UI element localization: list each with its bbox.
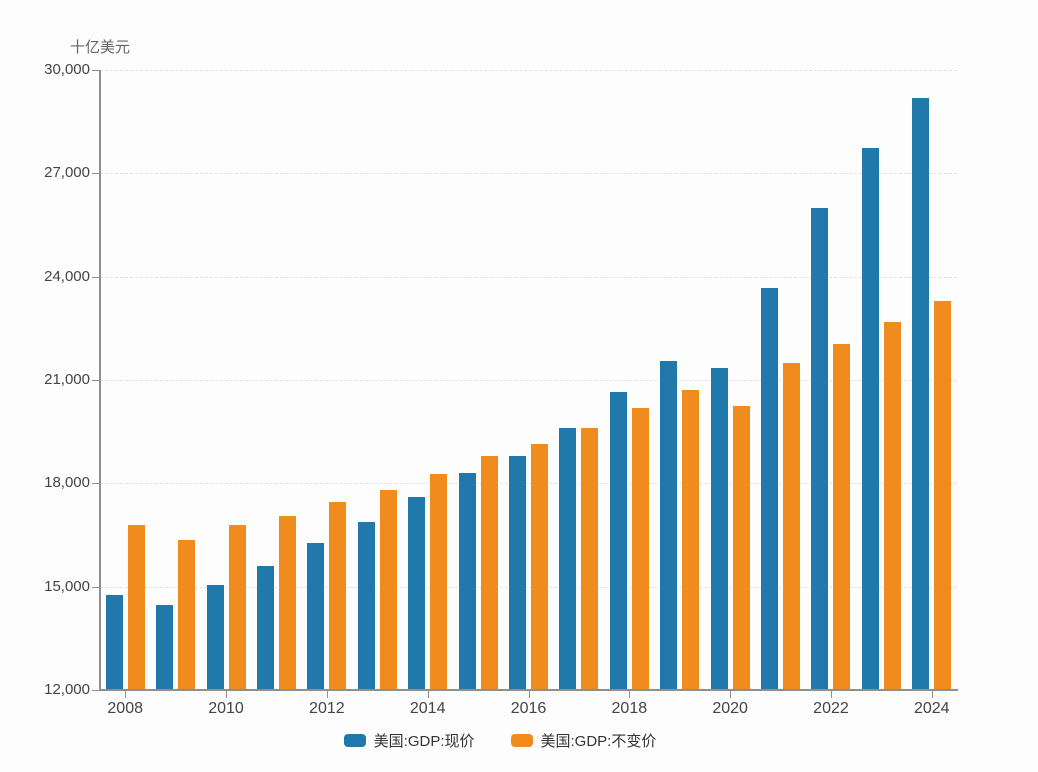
bar-s0-2016 [509, 455, 526, 690]
gridline [100, 380, 957, 381]
y-axis-tick-label: 15,000 [44, 577, 90, 595]
bar-s1-2009 [178, 540, 196, 690]
y-axis-tick [92, 70, 100, 71]
bar-s0-2018 [609, 391, 627, 690]
bar-s0-2019 [660, 361, 678, 690]
y-axis-line [99, 70, 101, 690]
bar-s1-2013 [379, 489, 397, 690]
bar-s1-2017 [581, 427, 599, 690]
y-axis-tick-label: 18,000 [44, 474, 90, 492]
x-axis-tick [326, 691, 328, 698]
bar-s1-2011 [278, 515, 296, 690]
bar-s1-2023 [883, 322, 901, 690]
legend-item-0[interactable]: 美国:GDP:现价 [343, 730, 475, 751]
bar-s0-2008 [105, 594, 123, 690]
bar-s0-2017 [559, 427, 577, 690]
y-axis-tick-label: 12,000 [44, 681, 90, 698]
y-axis-unit-label: 十亿美元 [70, 39, 131, 56]
bar-s1-2020 [732, 406, 750, 690]
legend-item-1[interactable]: 美国:GDP:不变价 [510, 730, 657, 751]
x-axis-tick [629, 691, 631, 698]
bar-s1-2015 [480, 455, 498, 690]
x-axis-tick-label: 2018 [611, 700, 648, 717]
x-axis-tick-label: 2022 [813, 700, 849, 717]
legend-swatch-icon [510, 734, 533, 747]
bar-s1-2024 [934, 300, 952, 690]
bar-s1-2014 [430, 474, 448, 690]
bar-s1-2019 [682, 389, 700, 690]
bar-s1-2016 [531, 443, 548, 690]
gridline [100, 276, 957, 278]
y-axis-tick [92, 380, 100, 381]
legend-swatch-icon [343, 734, 366, 747]
bar-s0-2013 [357, 521, 375, 690]
bar-s0-2020 [710, 367, 728, 690]
x-axis-tick [730, 691, 732, 698]
x-axis-tick-label: 2014 [409, 700, 446, 717]
x-axis-tick-label: 2020 [712, 700, 748, 717]
y-axis-tick-label: 21,000 [44, 371, 90, 388]
legend: 美国:GDP:现价 美国:GDP:不变价 [0, 730, 1000, 751]
bar-s0-2009 [156, 604, 174, 690]
bar-s1-2012 [329, 502, 347, 690]
gridline [100, 586, 957, 588]
x-axis-tick-label: 2024 [913, 700, 950, 717]
bar-s1-2008 [127, 525, 145, 690]
y-axis-tick-label: 30,000 [44, 61, 90, 78]
y-axis-tick [92, 276, 100, 278]
y-axis-tick-label: 24,000 [44, 267, 90, 285]
bar-s1-2010 [228, 524, 246, 690]
bar-s0-2021 [761, 287, 779, 690]
y-axis-tick [92, 690, 100, 691]
x-axis-tick [931, 691, 933, 698]
legend-label: 美国:GDP:不变价 [540, 733, 657, 750]
legend-label: 美国:GDP:现价 [373, 733, 475, 750]
y-axis-tick [92, 586, 100, 588]
x-axis-line [99, 689, 958, 691]
gridline [100, 70, 957, 71]
bar-s1-2022 [833, 344, 851, 690]
gridline [100, 483, 957, 485]
bar-s0-2012 [307, 543, 325, 690]
x-axis-tick-label: 2012 [309, 700, 345, 717]
bar-s0-2014 [408, 496, 426, 690]
bar-s0-2011 [256, 566, 274, 690]
y-axis-tick [92, 173, 100, 175]
bar-s0-2010 [206, 584, 224, 690]
y-axis-tick [92, 483, 100, 485]
bar-s0-2015 [458, 473, 476, 690]
y-axis-tick-label: 27,000 [44, 164, 90, 182]
bar-s0-2022 [811, 207, 829, 690]
x-axis-tick-label: 2016 [510, 700, 547, 717]
x-axis-tick [830, 691, 832, 698]
x-axis-tick [427, 691, 429, 698]
x-axis-tick [226, 691, 228, 698]
x-axis-tick-label: 2010 [208, 700, 244, 717]
bar-s0-2023 [861, 148, 879, 690]
x-axis-tick [125, 691, 127, 698]
bar-s0-2024 [912, 98, 930, 690]
gridline [100, 173, 957, 175]
x-axis-tick-label: 2008 [107, 700, 143, 717]
bar-s1-2021 [783, 362, 801, 690]
x-axis-tick [528, 691, 530, 698]
bar-s1-2018 [631, 407, 649, 690]
